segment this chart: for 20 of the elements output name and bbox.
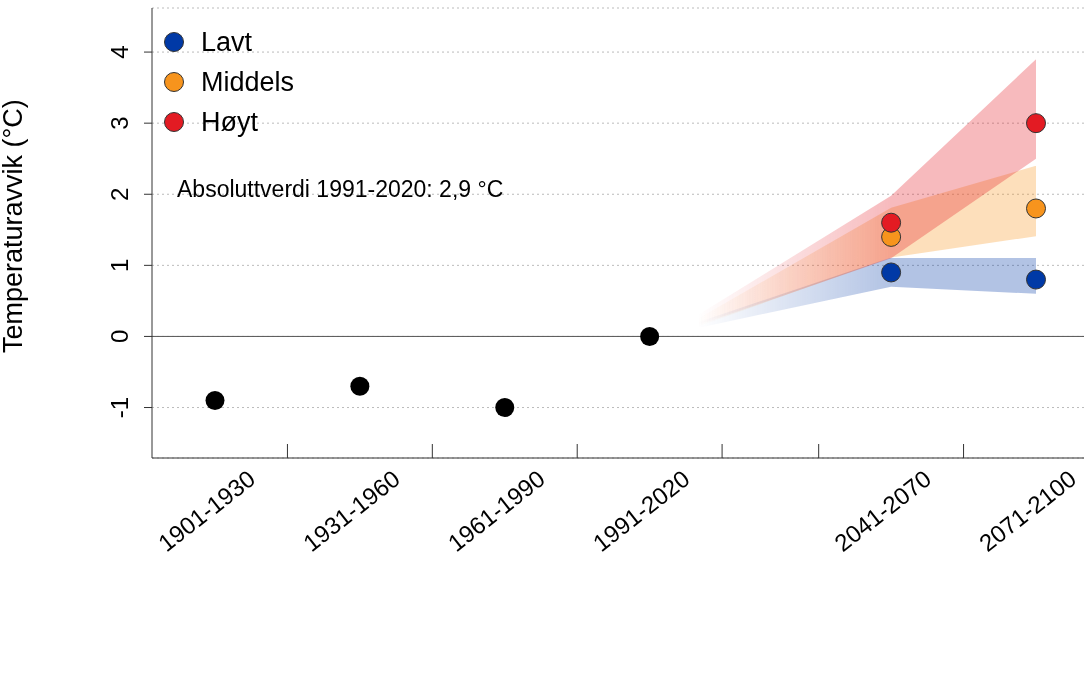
y-tick-label: 4 bbox=[106, 45, 133, 59]
point bbox=[1026, 113, 1046, 134]
point bbox=[495, 398, 515, 418]
annotation: Absoluttverdi 1991-2020: 2,9 °C bbox=[177, 176, 504, 203]
point bbox=[205, 390, 225, 410]
point bbox=[881, 262, 902, 283]
point bbox=[640, 326, 660, 346]
y-tick-label: 1 bbox=[106, 258, 133, 273]
point bbox=[1026, 198, 1046, 219]
y-tick-label: 0 bbox=[106, 329, 133, 344]
y-tick-label: -1 bbox=[106, 396, 133, 419]
legend-label: Lavt bbox=[201, 26, 253, 58]
legend-label: Høyt bbox=[201, 106, 258, 138]
point bbox=[350, 376, 370, 396]
y-tick-label: 2 bbox=[106, 187, 133, 201]
y-tick-label: 3 bbox=[106, 116, 133, 130]
y-axis-title: Temperaturavvik (°C) bbox=[0, 99, 28, 353]
point bbox=[881, 212, 902, 233]
point bbox=[1026, 269, 1046, 290]
legend-label: Middels bbox=[201, 66, 295, 98]
